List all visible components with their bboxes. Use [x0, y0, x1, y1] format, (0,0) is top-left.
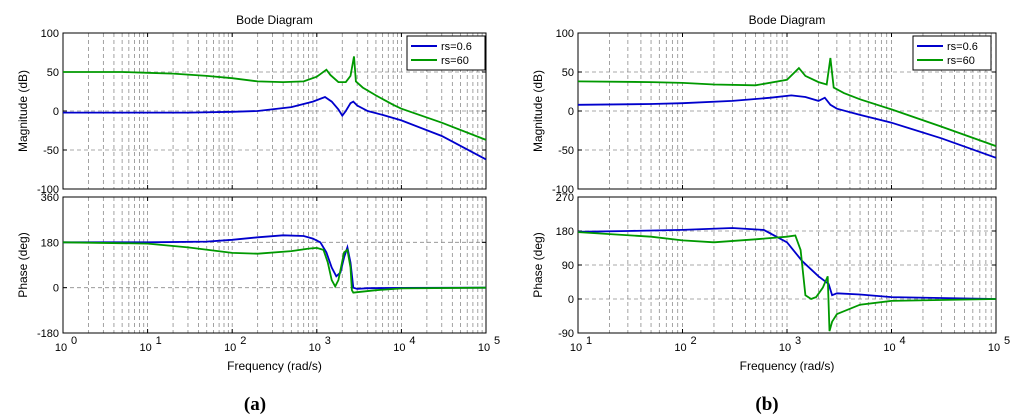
chart-title: Bode Diagram	[749, 13, 826, 27]
figure-caption: (b)	[755, 394, 778, 415]
y-tick-label: 0	[568, 106, 574, 118]
series-line-rs-60	[578, 57, 996, 147]
x-tick-exponent: 4	[409, 335, 415, 347]
x-tick-label: 10	[139, 342, 151, 354]
figure-caption: (a)	[244, 394, 266, 415]
x-tick-exponent: 1	[586, 335, 592, 347]
x-tick-label: 10	[988, 342, 1000, 354]
y-tick-label: -100	[37, 184, 59, 196]
y-axis-label: Magnitude (dB)	[16, 70, 30, 152]
series-group	[63, 56, 486, 161]
legend-label: rs=0.6	[947, 41, 978, 53]
x-tick-label: 10	[883, 342, 895, 354]
y-tick-label: 270	[556, 192, 574, 204]
phase-panel: -180 0 180 360 Phase (deg) 10 0 10 1 10 2 10 3 10 4 10 5	[16, 192, 500, 354]
y-tick-label: -180	[37, 328, 59, 340]
series-line-rs-0-6	[63, 95, 486, 161]
x-axis-label: Frequency (rad/s)	[227, 359, 322, 373]
magnitude-axes-frame	[62, 32, 487, 190]
x-tick-exponent: 0	[71, 335, 77, 347]
legend-label: rs=0.6	[441, 41, 472, 53]
legend: rs=0.6 rs=60	[406, 35, 486, 71]
x-tick-exponent: 4	[900, 335, 906, 347]
magnitude-panel: -100 -50 0 50 100 Magnitude (dB)	[531, 28, 997, 196]
series-group	[63, 234, 486, 294]
legend-box	[912, 35, 992, 71]
legend: rs=0.6 rs=60	[912, 35, 992, 71]
y-tick-label: -100	[552, 184, 574, 196]
magnitude-panel: -100 -50 0 50 100 Magnitude (dB)	[16, 28, 487, 196]
series-line-rs-60	[63, 56, 486, 141]
series-group	[578, 227, 996, 332]
y-tick-label: 360	[41, 192, 59, 204]
legend-label: rs=60	[441, 55, 469, 67]
x-tick-exponent: 1	[156, 335, 162, 347]
x-tick-label: 10	[674, 342, 686, 354]
series-line-rs-60	[63, 241, 486, 294]
y-axis-label: Magnitude (dB)	[531, 70, 545, 152]
x-tick-label: 10	[779, 342, 791, 354]
legend-box	[406, 35, 486, 71]
x-tick-label: 10	[224, 342, 236, 354]
y-tick-label: 100	[41, 28, 59, 40]
chart-title: Bode Diagram	[236, 13, 313, 27]
x-tick-exponent: 5	[1004, 335, 1010, 347]
y-axis-label: Phase (deg)	[16, 232, 30, 297]
y-tick-label: 0	[568, 294, 574, 306]
phase-axes-frame	[577, 196, 997, 334]
y-tick-label: 0	[53, 283, 59, 295]
legend-label: rs=60	[947, 55, 975, 67]
y-tick-label: 0	[53, 106, 59, 118]
phase-panel: -90 0 90 180 270 Phase (deg) 10 1 10 2 10 3 10 4 10 5	[531, 192, 1010, 354]
x-tick-label: 10	[309, 342, 321, 354]
y-tick-label: -50	[43, 145, 59, 157]
x-tick-exponent: 5	[494, 335, 500, 347]
x-tick-exponent: 3	[795, 335, 801, 347]
x-tick-label: 10	[478, 342, 490, 354]
x-tick-exponent: 3	[325, 335, 331, 347]
x-tick-exponent: 2	[691, 335, 697, 347]
y-tick-label: 180	[41, 237, 59, 249]
y-tick-label: 180	[556, 226, 574, 238]
y-tick-label: 100	[556, 28, 574, 40]
series-line-rs-60	[578, 231, 996, 332]
series-line-rs-0-6	[578, 227, 996, 300]
phase-axes-frame	[62, 196, 487, 334]
y-axis-label: Phase (deg)	[531, 232, 545, 297]
x-axis-label: Frequency (rad/s)	[740, 359, 835, 373]
series-line-rs-0-6	[63, 234, 486, 290]
x-tick-label: 10	[570, 342, 582, 354]
x-tick-exponent: 2	[240, 335, 246, 347]
x-tick-label: 10	[55, 342, 67, 354]
magnitude-axes-frame	[577, 32, 997, 190]
y-tick-label: 90	[562, 260, 574, 272]
y-tick-label: -50	[558, 145, 574, 157]
y-tick-label: -90	[558, 328, 574, 340]
x-tick-label: 10	[393, 342, 405, 354]
series-line-rs-0-6	[578, 94, 996, 159]
y-tick-label: 50	[562, 67, 574, 79]
y-tick-label: 50	[47, 67, 59, 79]
series-group	[578, 57, 996, 159]
